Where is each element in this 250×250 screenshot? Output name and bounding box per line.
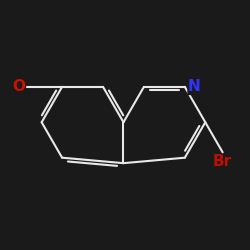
Text: O: O	[12, 79, 25, 94]
Text: N: N	[188, 79, 201, 94]
Text: Br: Br	[213, 154, 232, 170]
